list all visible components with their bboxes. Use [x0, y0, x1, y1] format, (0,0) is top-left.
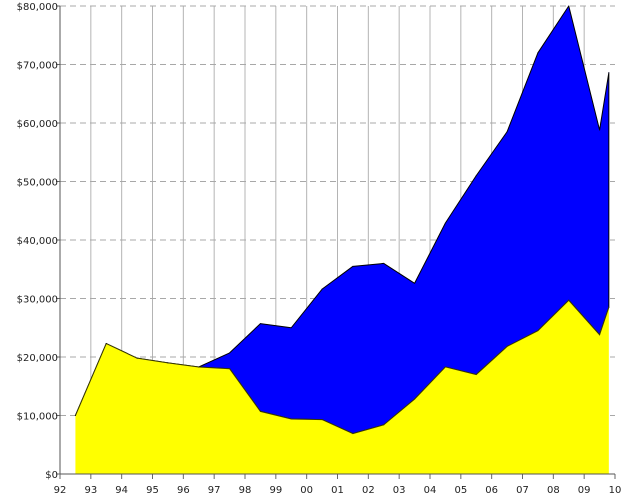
series-2-point [475, 175, 477, 177]
series-1-point [475, 374, 477, 376]
series-2-point [167, 362, 169, 364]
y-tick-label: $20,000 [17, 353, 58, 364]
y-tick-label: $0 [45, 470, 58, 481]
series-1-point [290, 418, 292, 420]
x-tick-label: 08 [547, 485, 560, 496]
area-series [74, 5, 610, 474]
series-2-point [321, 288, 323, 290]
x-tick-label: 05 [454, 485, 467, 496]
series-1-point [537, 330, 539, 332]
y-tick-label: $70,000 [17, 61, 58, 72]
series-2-point [537, 52, 539, 54]
series-2-point [444, 222, 446, 224]
y-tick-label: $30,000 [17, 295, 58, 306]
x-tick-label: 99 [269, 485, 282, 496]
x-tick-label: 94 [115, 485, 128, 496]
x-tick-label: 95 [146, 485, 159, 496]
series-2-point [259, 323, 261, 325]
series-2-point [74, 415, 76, 416]
x-tick-label: 06 [485, 485, 498, 496]
y-tick-label: $50,000 [17, 178, 58, 189]
series-2-point [136, 357, 138, 359]
x-tick-label: 00 [300, 485, 313, 496]
x-tick-label: 92 [54, 485, 67, 496]
y-tick-label: $10,000 [17, 412, 58, 423]
x-tick-label: 96 [177, 485, 190, 496]
series-2-point [229, 352, 231, 354]
series-2-point [599, 129, 601, 131]
series-2-point [414, 282, 416, 284]
series-2-point [290, 327, 292, 329]
series-1-point [352, 433, 354, 435]
x-tick-label: 01 [331, 485, 344, 496]
axes [56, 5, 616, 479]
x-tick-label: 02 [362, 485, 375, 496]
x-tick-label: 09 [578, 485, 591, 496]
area-series-1 [75, 300, 609, 474]
series-2-point [506, 131, 508, 133]
y-tick-label: $80,000 [17, 2, 58, 13]
x-tick-label: 98 [239, 485, 252, 496]
series-1-point [568, 299, 570, 301]
series-1-point [229, 368, 231, 370]
x-tick-label: 03 [393, 485, 406, 496]
series-2-point [105, 343, 107, 345]
series-1-point [506, 345, 508, 347]
series-2-point [608, 72, 610, 74]
series-2-point [198, 366, 200, 368]
series-2-point [352, 265, 354, 267]
x-tick-label: 97 [208, 485, 221, 496]
series-1-point [259, 410, 261, 412]
x-tick-label: 93 [84, 485, 97, 496]
series-1-point [608, 306, 610, 308]
x-tick-label: 04 [424, 485, 437, 496]
series-2-point [383, 262, 385, 264]
y-tick-label: $60,000 [17, 119, 58, 130]
y-tick-label: $40,000 [17, 236, 58, 247]
series-2-point [568, 5, 570, 7]
x-tick-label: 07 [516, 485, 529, 496]
series-1-point [321, 419, 323, 421]
x-tick-label: 10 [609, 485, 622, 496]
series-1-point [383, 424, 385, 426]
tick-labels: 92 93 94 95 96 97 98 99 00 01 02 03 04 05 06 07 08 09 10 $0… [17, 2, 622, 496]
series-1-point [444, 366, 446, 368]
series-1-point [414, 398, 416, 400]
series-1-point [599, 334, 601, 336]
